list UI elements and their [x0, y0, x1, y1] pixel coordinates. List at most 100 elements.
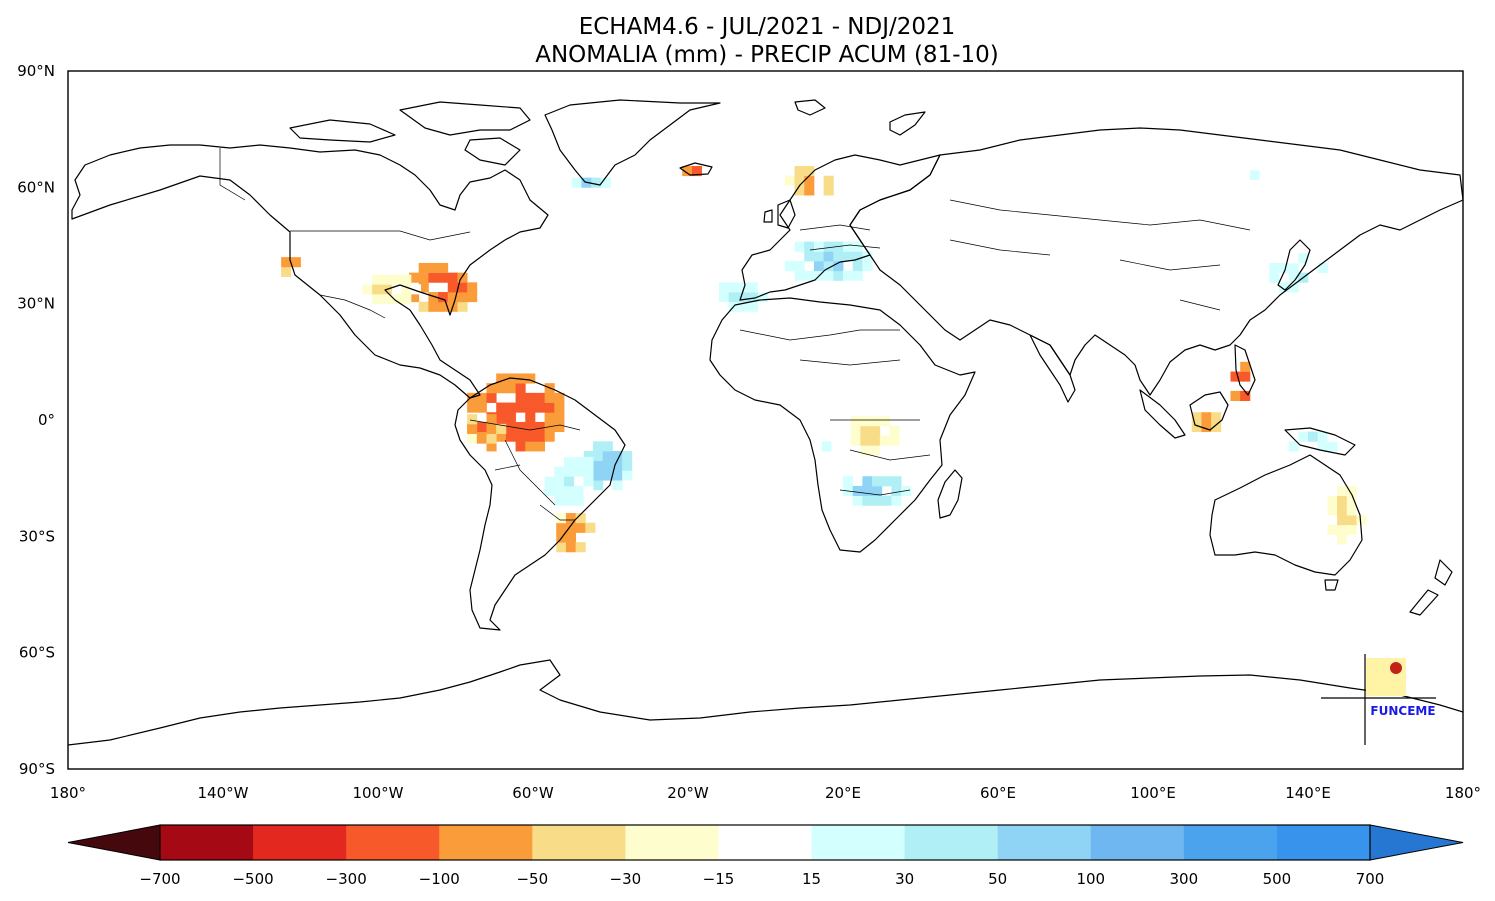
lon-tick-label: 100°W — [353, 784, 404, 802]
anomaly-cell — [879, 435, 890, 446]
anomaly-cell — [852, 251, 863, 262]
anomaly-cell — [544, 412, 555, 423]
anomaly-cell — [1346, 534, 1357, 545]
anomaly-cell — [872, 485, 883, 497]
anomaly-cell — [554, 402, 565, 413]
anomaly-cell — [612, 470, 623, 481]
anomaly-region-angola — [812, 441, 842, 452]
anomaly-cell — [1346, 515, 1357, 526]
anomaly-cell — [862, 485, 873, 497]
anomaly-cell — [831, 441, 842, 452]
anomaly-cell — [870, 435, 881, 446]
philippines-outline — [1234, 344, 1256, 396]
anomaly-cell — [757, 282, 768, 293]
anomaly-cell — [622, 470, 633, 481]
anomaly-cell — [525, 412, 536, 423]
lon-tick-label: 60°E — [980, 784, 1016, 802]
anomaly-cell — [804, 251, 815, 262]
lat-tick-label: 30°S — [19, 527, 55, 545]
lat-tick-label: 0° — [38, 411, 55, 429]
anomaly-cell — [573, 485, 584, 497]
anomaly-cell — [719, 292, 730, 303]
anomaly-cell — [1346, 485, 1357, 497]
colorbar-tick-label: 30 — [895, 870, 914, 888]
anomaly-cell — [889, 435, 900, 446]
anomaly-cell — [1317, 441, 1328, 452]
amazon-borders — [469, 419, 581, 521]
anomaly-cell — [1201, 412, 1212, 423]
borneo-outline — [1189, 391, 1229, 431]
anomaly-cell — [1288, 441, 1299, 452]
anomaly-cell — [748, 292, 759, 303]
anomaly-cell — [794, 185, 805, 196]
anomaly-cell — [544, 456, 555, 467]
anomaly-cell — [852, 495, 863, 506]
colorbar-tick-label: 50 — [988, 870, 1007, 888]
anomaly-region-amazon-west — [467, 414, 507, 444]
anomaly-cell — [496, 402, 507, 413]
anomaly-cell — [467, 433, 478, 444]
anomaly-cell — [804, 241, 815, 252]
colorbar-segment — [346, 825, 440, 860]
anomaly-cell — [515, 383, 526, 394]
us-mexico-border — [319, 294, 386, 319]
anomaly-cell — [556, 542, 567, 553]
anomaly-cell — [496, 373, 507, 384]
latitude-tick-labels: 90°N 60°N 30°N 0° 30°S 60°S 90°S — [17, 62, 55, 778]
anomaly-cell — [602, 460, 613, 471]
anomaly-cell — [1288, 282, 1299, 293]
us-canada-border — [290, 230, 471, 241]
anomaly-cell — [784, 261, 795, 272]
anomaly-cell — [575, 522, 586, 533]
anomaly-cell — [544, 392, 555, 403]
anomaly-cell — [410, 284, 422, 295]
anomaly-region-iceland — [682, 166, 702, 177]
colorbar-segment — [439, 825, 533, 860]
colorbar-tick-label: 300 — [1170, 870, 1199, 888]
anomaly-cell — [486, 423, 497, 434]
anomaly-cell — [1288, 262, 1299, 274]
greenland-outline — [544, 99, 721, 186]
anomaly-cell — [438, 301, 449, 312]
anomaly-cell — [1337, 485, 1348, 497]
anomaly-cell — [728, 282, 739, 293]
anomaly-cell — [565, 513, 577, 524]
anomaly-cell — [565, 522, 577, 533]
anomaly-cell — [486, 392, 497, 403]
anomaly-cell — [583, 456, 594, 467]
anomaly-cell — [554, 421, 565, 433]
australia-outline — [1209, 454, 1363, 576]
anomaly-cell — [1327, 505, 1338, 516]
anomaly-cell — [862, 261, 873, 272]
anomaly-cell — [401, 274, 412, 285]
anomaly-region-siberia-east — [1230, 160, 1270, 180]
anomaly-cell — [1230, 390, 1241, 402]
anomaly-cell — [823, 261, 834, 272]
anomaly-cell — [1337, 515, 1348, 526]
anomaly-cell — [852, 270, 863, 281]
anomaly-cell — [1327, 441, 1338, 452]
anomaly-cell — [467, 282, 478, 293]
anomaly-cell — [813, 251, 825, 262]
anomaly-cell — [1337, 476, 1348, 487]
anomaly-cell — [1278, 282, 1290, 293]
colorbar-segment — [160, 825, 254, 860]
longitude-tick-labels: 180° 140°W 100°W 60°W 20°W 20°E 60°E 100°E 140°E… — [50, 784, 1481, 802]
new-zealand-outline — [1409, 559, 1453, 616]
anomaly-region-brazil-central — [544, 447, 594, 506]
anomaly-cell — [843, 241, 854, 252]
anomaly-cell — [418, 272, 429, 283]
anomaly-cell — [852, 485, 863, 497]
anomaly-cell — [544, 485, 555, 497]
anomaly-cell — [515, 421, 526, 433]
anomaly-cell — [381, 274, 392, 285]
anomaly-cell — [794, 175, 805, 186]
anomaly-cell — [525, 421, 536, 433]
anomaly-cell — [486, 383, 497, 394]
anomaly-cell — [585, 522, 596, 533]
anomaly-cell — [467, 414, 478, 425]
anomaly-region-se-usa — [409, 262, 478, 312]
anomaly-cell — [794, 270, 805, 281]
anomaly-cell — [476, 402, 487, 413]
colorbar-segment — [997, 825, 1092, 860]
